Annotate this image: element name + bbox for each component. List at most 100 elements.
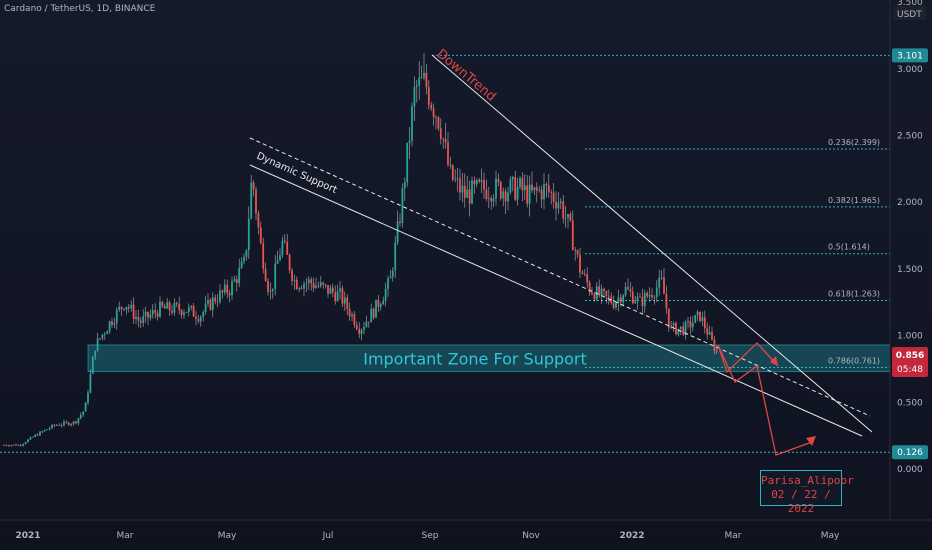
candle-body — [89, 373, 92, 393]
candle-body — [288, 254, 291, 271]
candle-body — [101, 334, 104, 339]
bottom-price-badge-bg — [892, 445, 928, 460]
candle-body — [163, 306, 166, 309]
candle-body — [607, 295, 610, 297]
candle-body — [353, 314, 356, 326]
candle-body — [144, 311, 147, 317]
candle-body — [274, 263, 277, 289]
candle-body — [175, 303, 178, 305]
candle-body — [643, 293, 646, 307]
candle-body — [183, 312, 185, 315]
x-tick-label: Nov — [522, 531, 540, 541]
signature-box: Parisa_Alipoor 02 / 22 / 2022 — [760, 470, 854, 515]
signature-date: 02 / 22 / 2022 — [771, 488, 831, 515]
candle-body — [123, 308, 125, 310]
candle-body — [547, 185, 550, 193]
candle-body — [519, 178, 521, 187]
candle-body — [437, 117, 440, 129]
candle-body — [82, 411, 85, 415]
candle-body — [22, 443, 25, 446]
candle-body — [675, 323, 677, 335]
fib-label: 0.236(2.399) — [828, 138, 880, 147]
candle-body — [233, 279, 236, 282]
candle-body — [259, 227, 262, 244]
x-tick-label: May — [218, 531, 237, 541]
candle-body — [72, 421, 75, 425]
candle-body — [202, 312, 205, 317]
arrow-head-icon — [806, 436, 816, 446]
candle-body — [87, 392, 89, 403]
candle-body — [204, 303, 207, 313]
candle-body — [619, 297, 622, 303]
candle-body — [531, 184, 533, 191]
candle-body — [706, 328, 709, 335]
candle-body — [96, 338, 99, 351]
candle-body — [545, 184, 548, 186]
candle-body — [454, 178, 457, 180]
candle-body — [245, 250, 248, 257]
candle-body — [670, 325, 673, 328]
candle-body — [432, 108, 435, 118]
candle-body — [231, 281, 233, 296]
candle-body — [84, 402, 87, 412]
candle-body — [257, 213, 260, 228]
candle-body — [581, 272, 584, 274]
candle-body — [684, 322, 687, 335]
candle-body — [161, 301, 164, 307]
candle-body — [595, 286, 598, 300]
candle-body — [334, 292, 337, 302]
candle-body — [569, 214, 572, 221]
candle-body — [612, 302, 615, 308]
x-tick-label: 2021 — [15, 531, 40, 541]
candle-body — [327, 285, 329, 294]
candle-body — [192, 306, 195, 317]
candle-body — [511, 176, 514, 180]
candle-body — [111, 321, 113, 325]
top-price-badge-bg — [892, 48, 928, 63]
candle-body — [408, 140, 411, 143]
candle-body — [367, 321, 370, 323]
candle-body — [615, 303, 617, 308]
candle-body — [252, 182, 255, 190]
candle-body — [300, 288, 303, 290]
candle-body — [694, 315, 697, 323]
candle-body — [7, 445, 10, 447]
candle-body — [552, 192, 555, 202]
candle-body — [219, 290, 221, 302]
candle-body — [372, 308, 375, 318]
candle-body — [310, 279, 313, 284]
candle-body — [223, 284, 226, 293]
candle-body — [221, 290, 224, 293]
candle-body — [516, 186, 519, 200]
candle-body — [679, 326, 682, 329]
candle-body — [305, 282, 308, 284]
candle-body — [701, 317, 704, 322]
candle-body — [631, 291, 634, 304]
candle-body — [322, 282, 325, 285]
y-tick-label: 1.000 — [897, 332, 923, 342]
candle-body — [312, 283, 315, 288]
candle-body — [209, 299, 212, 310]
candle-body — [307, 279, 310, 283]
candle-body — [691, 322, 694, 328]
top-price-badge: 3.101 — [897, 51, 923, 61]
y-tick-label: 2.000 — [897, 198, 923, 208]
candle-body — [574, 250, 577, 251]
candle-body — [106, 331, 109, 334]
candle-body — [528, 184, 531, 204]
candle-body — [214, 297, 217, 302]
x-tick-label: Mar — [725, 531, 742, 541]
candle-body — [346, 297, 349, 309]
candle-body — [103, 333, 106, 335]
candle-body — [168, 302, 171, 311]
candle-body — [639, 296, 641, 298]
candle-body — [591, 292, 593, 295]
candle-body — [51, 424, 53, 429]
candle-body — [315, 285, 317, 288]
candle-body — [617, 297, 620, 304]
countdown-badge: 05:48 — [897, 365, 923, 375]
